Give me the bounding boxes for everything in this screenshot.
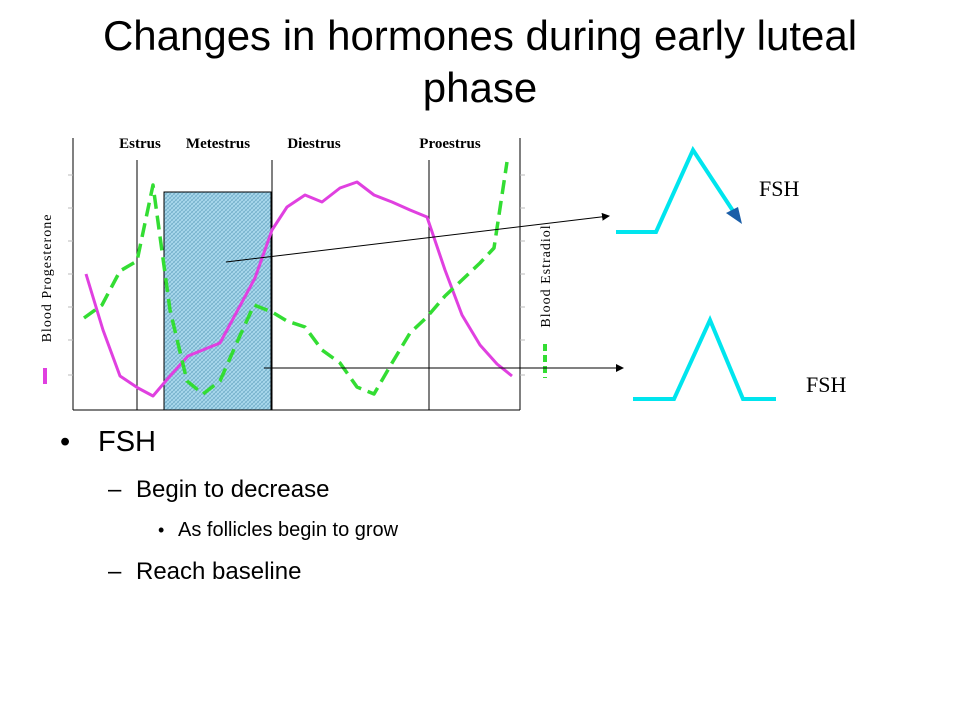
estradiol-curve bbox=[82, 161, 509, 396]
phase-label-estrus: Estrus bbox=[119, 136, 161, 152]
bullet-begin-to-decrease: – Begin to decrease bbox=[60, 474, 580, 506]
y-right-label: Blood Estradiol bbox=[539, 224, 554, 327]
fsh-top-arrowhead bbox=[726, 207, 742, 224]
arrow-to-fsh-top bbox=[225, 212, 610, 263]
bullet-follicles-grow: As follicles begin to grow bbox=[60, 516, 580, 544]
metestrus-shaded-region bbox=[163, 191, 272, 411]
bullet-text: Reach baseline bbox=[136, 558, 302, 585]
fsh-label-top: FSH bbox=[759, 176, 799, 201]
fsh-label-bottom: FSH bbox=[806, 372, 846, 397]
phase-label-diestrus: Diestrus bbox=[287, 136, 340, 152]
dash-marker: – bbox=[108, 476, 122, 503]
fsh-top-icon bbox=[616, 145, 739, 234]
slide-title: Changes in hormones during early luteal … bbox=[102, 12, 858, 111]
fsh-bottom-icon bbox=[633, 315, 776, 401]
bullet-reach-baseline: – Reach baseline bbox=[60, 556, 580, 588]
bullet-list: FSH – Begin to decrease As follicles beg… bbox=[60, 422, 580, 588]
bullet-fsh: FSH bbox=[60, 422, 580, 462]
dash-marker: – bbox=[108, 558, 122, 585]
phase-label-metestrus: Metestrus bbox=[186, 136, 250, 152]
axis-ticks bbox=[68, 174, 525, 376]
progesterone-curve bbox=[84, 180, 513, 398]
bullet-text: Begin to decrease bbox=[136, 476, 330, 503]
y-left-label: Blood Progesterone bbox=[40, 214, 55, 343]
phase-label-proestrus: Proestrus bbox=[419, 136, 481, 152]
